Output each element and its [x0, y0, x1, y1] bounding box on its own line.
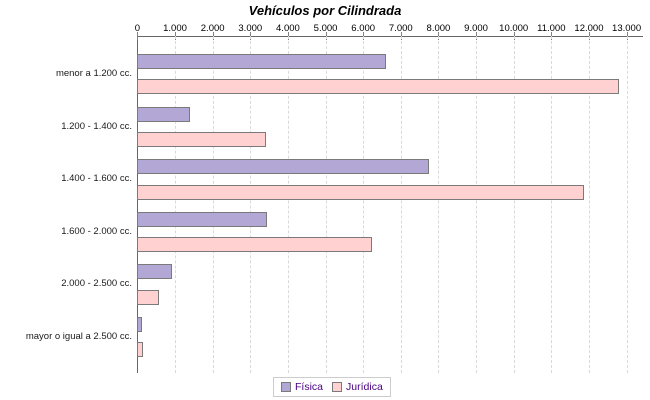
gridline: [400, 36, 402, 373]
fisica-swatch-icon: [281, 382, 291, 392]
x-axis-tick-label: 9.000: [464, 23, 488, 34]
gridline: [551, 36, 553, 373]
gridline: [250, 36, 252, 373]
x-axis-tick: [137, 32, 139, 40]
legend-label-juridica: Jurídica: [346, 381, 383, 393]
bar-fisica: [137, 317, 143, 332]
chart-title: Vehículos por Cilindrada: [248, 3, 402, 18]
gridline: [588, 36, 590, 373]
category-label: 2.000 - 2.500 cc.: [61, 278, 132, 290]
category-label: mayor o igual a 2.500 cc.: [25, 331, 132, 342]
x-axis-tick-label: 5.000: [313, 23, 338, 34]
gridline: [626, 36, 628, 373]
x-axis-tick-label: 13.000: [612, 23, 642, 34]
gridline: [212, 36, 214, 373]
y-axis-line: [137, 35, 139, 373]
x-axis-tick-label: 6.000: [351, 23, 376, 34]
x-axis-tick-label: 2.000: [200, 23, 225, 34]
gridline: [175, 36, 177, 373]
bar-fisica: [137, 106, 190, 122]
x-axis-tick-label: 12.000: [574, 23, 604, 34]
legend-item-juridica: Jurídica: [332, 381, 383, 393]
bar-juridica: [137, 342, 144, 358]
bar-fisica: [137, 264, 173, 280]
bar-fisica: [137, 159, 430, 175]
gridline: [438, 36, 440, 373]
category-label: 1.600 - 2.000 cc.: [61, 225, 132, 237]
x-axis-tick-label: 11.000: [537, 23, 566, 34]
juridica-swatch-icon: [332, 382, 343, 392]
gridline: [513, 36, 515, 373]
bar-juridica: [137, 289, 160, 305]
x-axis-tick-label: 1.000: [163, 23, 187, 34]
x-axis-tick-label: 10.000: [499, 23, 529, 34]
x-axis-tick-label: 8.000: [426, 23, 451, 34]
x-axis-tick-label: 3.000: [238, 23, 263, 34]
category-label: 1.200 - 1.400 cc.: [61, 120, 132, 132]
legend-label-fisica: Física: [295, 381, 324, 393]
gridline: [287, 36, 289, 373]
gridline: [363, 36, 365, 373]
x-axis-tick-label: 0: [134, 23, 141, 34]
category-label: menor a 1.200 cc.: [55, 68, 132, 79]
gridline: [476, 36, 478, 373]
bar-juridica: [137, 237, 373, 253]
legend: Física Jurídica: [273, 377, 391, 397]
bar-fisica: [137, 54, 386, 69]
bar-juridica: [137, 184, 585, 200]
gridline: [325, 36, 327, 373]
x-axis-tick-label: 7.000: [388, 23, 413, 34]
legend-item-fisica: Física: [281, 381, 323, 393]
x-axis-tick-label: 4.000: [276, 23, 300, 34]
x-axis-line: [137, 35, 643, 37]
bar-fisica: [137, 211, 268, 227]
category-label: 1.400 - 1.600 cc.: [61, 173, 132, 185]
bar-juridica: [137, 79, 620, 95]
bar-juridica: [137, 131, 266, 147]
